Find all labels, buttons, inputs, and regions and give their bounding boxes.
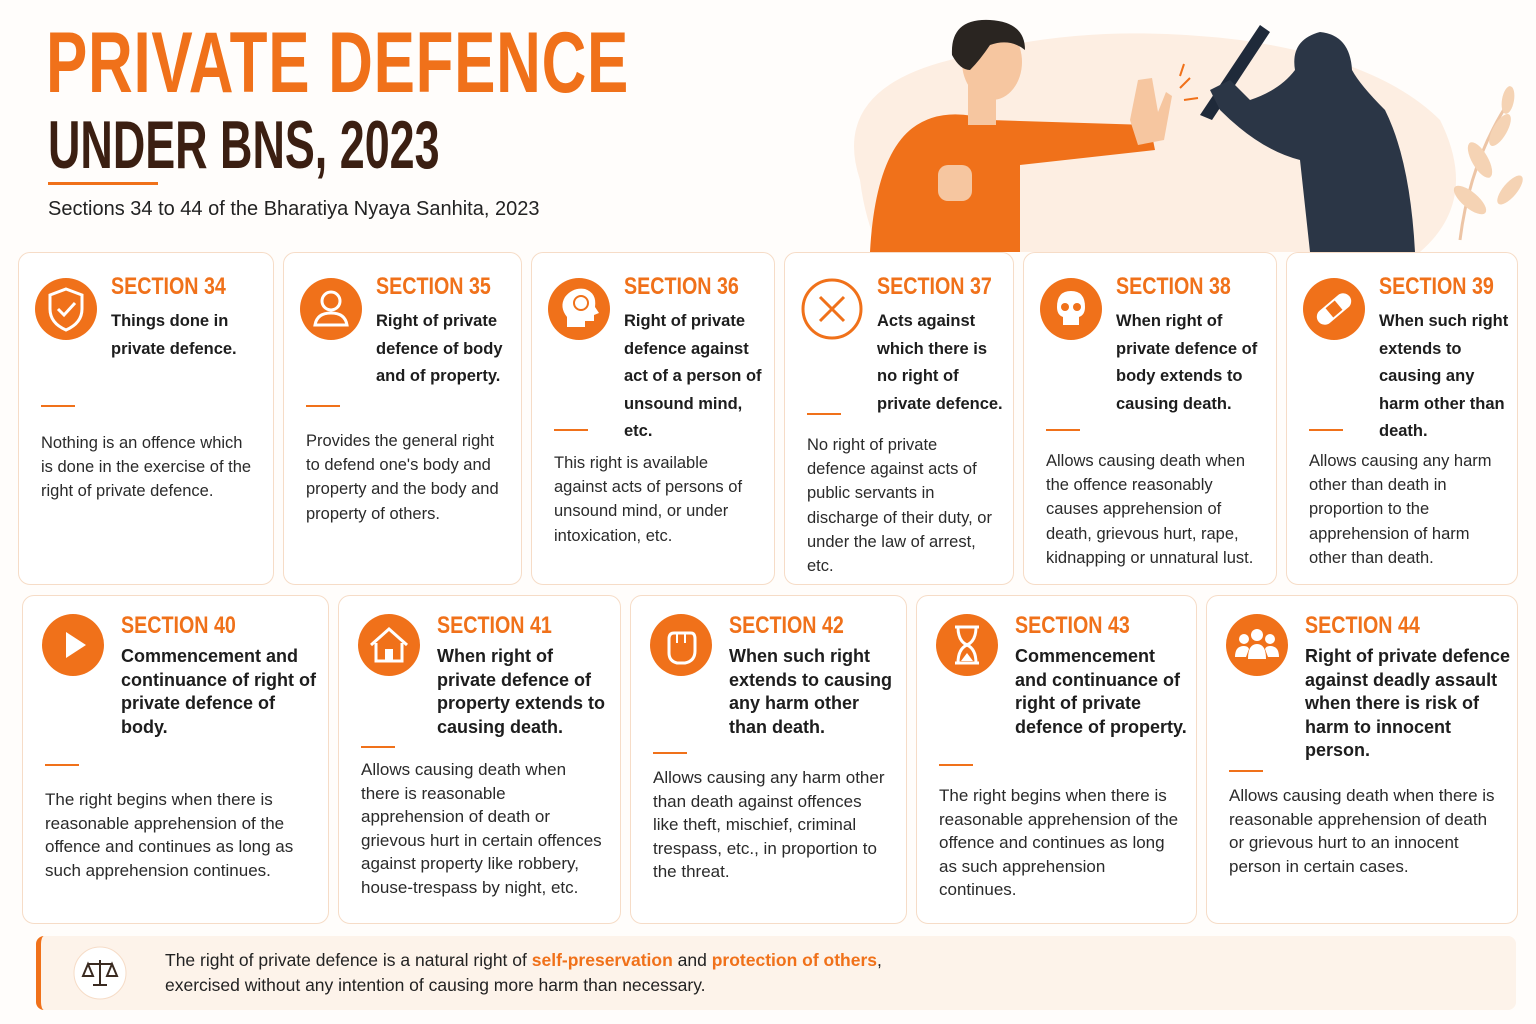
section-icon: [358, 614, 420, 676]
section-card: SECTION 43 Commencement and continuance o…: [916, 595, 1197, 924]
section-body: Allows causing any harm other than death…: [653, 768, 885, 881]
section-body: This right is available against acts of …: [554, 454, 743, 545]
section-title: Commencement and continuance of right of…: [121, 646, 316, 737]
section-icon: [1303, 278, 1365, 340]
section-heading: SECTION 34: [111, 273, 226, 300]
section-heading: SECTION 39: [1379, 273, 1494, 300]
footer-text-part: ,: [877, 950, 882, 970]
section-icon: [1040, 278, 1102, 340]
section-heading: SECTION 43: [1015, 612, 1130, 639]
section-card: SECTION 41 When right of private defence …: [338, 595, 621, 924]
section-card: SECTION 42 When such right extends to cau…: [630, 595, 907, 924]
section-heading: SECTION 40: [121, 612, 236, 639]
section-title: Things done in private defence.: [111, 312, 237, 358]
section-title: When right of private defence of body ex…: [1116, 312, 1258, 413]
divider: [361, 746, 395, 748]
section-heading: SECTION 38: [1116, 273, 1231, 300]
section-heading: SECTION 42: [729, 612, 844, 639]
section-card: SECTION 38 When right of private defence …: [1023, 252, 1277, 585]
section-card: SECTION 36 Right of private defence again…: [531, 252, 775, 585]
title: PRIVATE DEFENCE: [46, 15, 630, 111]
section-card: SECTION 40 Commencement and continuance o…: [22, 595, 329, 924]
section-icon: [42, 614, 104, 676]
section-body: The right begins when there is reasonabl…: [45, 790, 294, 880]
footer-text-part: The right of private defence is a natura…: [165, 950, 527, 970]
section-body: No right of private defence against acts…: [807, 436, 992, 576]
footer-text: The right of private defence is a natura…: [165, 948, 882, 998]
section-title: Acts against which there is no right of …: [877, 312, 1003, 413]
divider: [45, 764, 79, 766]
divider: [1229, 770, 1263, 772]
scales-icon: [73, 946, 127, 1000]
section-body: Allows causing death when there is reaso…: [1229, 786, 1495, 876]
divider: [1309, 429, 1343, 431]
description: Sections 34 to 44 of the Bharatiya Nyaya…: [48, 198, 540, 220]
section-body: Allows causing death when there is reaso…: [361, 760, 602, 897]
section-heading: SECTION 35: [376, 273, 491, 300]
footer-text-part: exercised without any intention of causi…: [165, 975, 706, 995]
highlight: protection of others: [711, 950, 878, 970]
section-icon: [548, 278, 610, 340]
divider: [653, 752, 687, 754]
section-title: Right of private defence against act of …: [624, 312, 762, 440]
section-card: SECTION 37 Acts against which there is no…: [784, 252, 1014, 585]
section-title: Commencement and continuance of right of…: [1015, 646, 1187, 737]
section-heading: SECTION 41: [437, 612, 552, 639]
section-card: SECTION 44 Right of private defence again…: [1206, 595, 1518, 924]
divider: [554, 429, 588, 431]
section-card: SECTION 35 Right of private defence of bo…: [283, 252, 522, 585]
section-heading: SECTION 37: [877, 273, 992, 300]
divider: [939, 764, 973, 766]
section-title: When right of private defence of propert…: [437, 646, 606, 737]
highlight: self-preservation: [531, 950, 673, 970]
section-title: Right of private defence against deadly …: [1305, 646, 1511, 760]
divider: [807, 413, 841, 415]
section-icon: [300, 278, 362, 340]
section-title: When such right extends to causing any h…: [729, 646, 893, 737]
section-body: Allows causing death when the offence re…: [1046, 452, 1254, 567]
section-title: When such right extends to causing any h…: [1379, 312, 1509, 440]
section-title: Right of private defence of body and of …: [376, 312, 503, 385]
illustration: [854, 19, 1523, 252]
divider: [306, 405, 340, 407]
section-body: Allows causing any harm other than death…: [1309, 452, 1492, 567]
section-icon: [650, 614, 712, 676]
section-body: Nothing is an offence which is done in t…: [41, 434, 252, 501]
divider: [1046, 429, 1080, 431]
section-heading: SECTION 44: [1305, 612, 1420, 639]
section-card: SECTION 39 When such right extends to cau…: [1286, 252, 1518, 585]
section-icon: [936, 614, 998, 676]
subtitle: UNDER BNS, 2023: [48, 107, 440, 183]
section-card: SECTION 34 Things done in private defence…: [18, 252, 274, 585]
footer-text-part: and: [677, 950, 707, 970]
footer: The right of private defence is a natura…: [36, 936, 1516, 1010]
section-icon: [35, 278, 97, 340]
section-heading: SECTION 36: [624, 273, 739, 300]
section-body: The right begins when there is reasonabl…: [939, 786, 1179, 899]
title-rule: [48, 182, 158, 185]
section-icon: [801, 278, 863, 340]
section-body: Provides the general right to defend one…: [306, 432, 499, 523]
section-icon: [1226, 614, 1288, 676]
divider: [41, 405, 75, 407]
